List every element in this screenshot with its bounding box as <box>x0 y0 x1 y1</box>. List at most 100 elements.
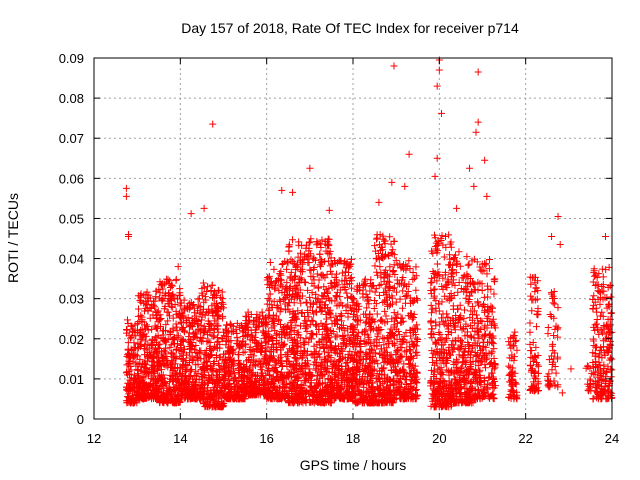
data-point <box>152 324 160 332</box>
data-point <box>534 311 542 319</box>
data-point <box>436 330 444 338</box>
data-point <box>148 342 156 350</box>
data-point <box>526 328 534 336</box>
data-point <box>455 248 463 256</box>
data-point <box>152 333 160 341</box>
data-point <box>288 236 296 244</box>
data-point <box>372 235 380 243</box>
data-point <box>342 276 350 284</box>
data-point <box>308 316 316 324</box>
data-point <box>127 366 135 374</box>
data-point <box>151 365 159 373</box>
data-point <box>480 266 488 274</box>
data-point <box>168 371 176 379</box>
data-point <box>526 319 534 327</box>
data-point <box>168 349 176 357</box>
data-point <box>270 265 278 273</box>
data-point <box>137 341 145 349</box>
data-point <box>427 279 435 287</box>
data-point <box>171 301 179 309</box>
data-point <box>285 247 293 255</box>
data-point <box>127 399 135 407</box>
data-point <box>127 345 135 353</box>
data-point <box>325 241 333 249</box>
data-point <box>152 293 160 301</box>
data-point <box>144 372 152 380</box>
data-point <box>135 377 143 385</box>
data-point <box>302 298 310 306</box>
data-point <box>511 328 519 336</box>
data-point <box>130 339 138 347</box>
data-points <box>122 56 616 411</box>
data-point <box>427 287 435 295</box>
data-point <box>157 322 164 330</box>
data-point <box>490 290 498 298</box>
data-point <box>137 312 145 320</box>
data-point <box>549 299 557 307</box>
data-point <box>155 341 163 349</box>
data-point <box>456 315 464 323</box>
data-point <box>527 280 535 288</box>
data-point <box>174 295 182 303</box>
data-point <box>126 380 134 388</box>
data-point <box>454 288 462 296</box>
data-point <box>156 311 164 319</box>
data-point <box>341 268 349 276</box>
data-point <box>140 299 148 307</box>
data-point <box>506 341 514 349</box>
data-point <box>169 326 177 334</box>
data-point <box>127 334 135 342</box>
data-point <box>136 355 144 363</box>
data-point <box>368 283 376 291</box>
data-point <box>218 298 226 306</box>
data-point <box>307 235 315 243</box>
data-point <box>199 279 207 287</box>
data-point <box>142 360 150 368</box>
data-point <box>145 291 153 299</box>
data-point <box>134 305 142 313</box>
data-point <box>144 326 152 334</box>
data-point <box>552 322 560 330</box>
data-point <box>433 260 441 268</box>
data-point <box>370 297 378 305</box>
data-point <box>460 306 468 314</box>
data-point <box>144 381 152 389</box>
data-point <box>123 316 131 324</box>
data-point <box>126 358 134 366</box>
data-point <box>409 276 417 284</box>
data-point <box>213 334 221 342</box>
data-point <box>133 388 141 396</box>
data-point <box>464 261 472 269</box>
data-point <box>297 299 305 307</box>
data-point <box>218 288 226 296</box>
data-point <box>371 242 379 250</box>
data-point <box>139 373 147 381</box>
data-point <box>465 260 473 268</box>
data-point <box>316 250 324 258</box>
data-point <box>139 331 147 339</box>
data-point <box>333 333 341 341</box>
data-point <box>427 318 435 326</box>
data-point <box>317 262 325 270</box>
data-point <box>130 375 138 383</box>
data-point <box>164 317 172 325</box>
data-point <box>154 307 162 315</box>
data-point <box>412 286 420 294</box>
data-point <box>478 286 486 294</box>
data-point <box>386 233 394 241</box>
data-point <box>399 304 407 312</box>
data-point <box>134 352 142 360</box>
data-point <box>150 369 158 377</box>
data-point <box>485 307 493 315</box>
data-point <box>125 371 133 379</box>
data-point <box>185 323 193 331</box>
data-point <box>128 333 136 341</box>
data-point <box>488 348 496 356</box>
data-point <box>431 285 439 293</box>
data-point <box>554 333 562 341</box>
data-point <box>146 294 154 302</box>
data-point <box>385 278 393 286</box>
data-point <box>137 298 145 306</box>
data-point <box>125 387 133 395</box>
